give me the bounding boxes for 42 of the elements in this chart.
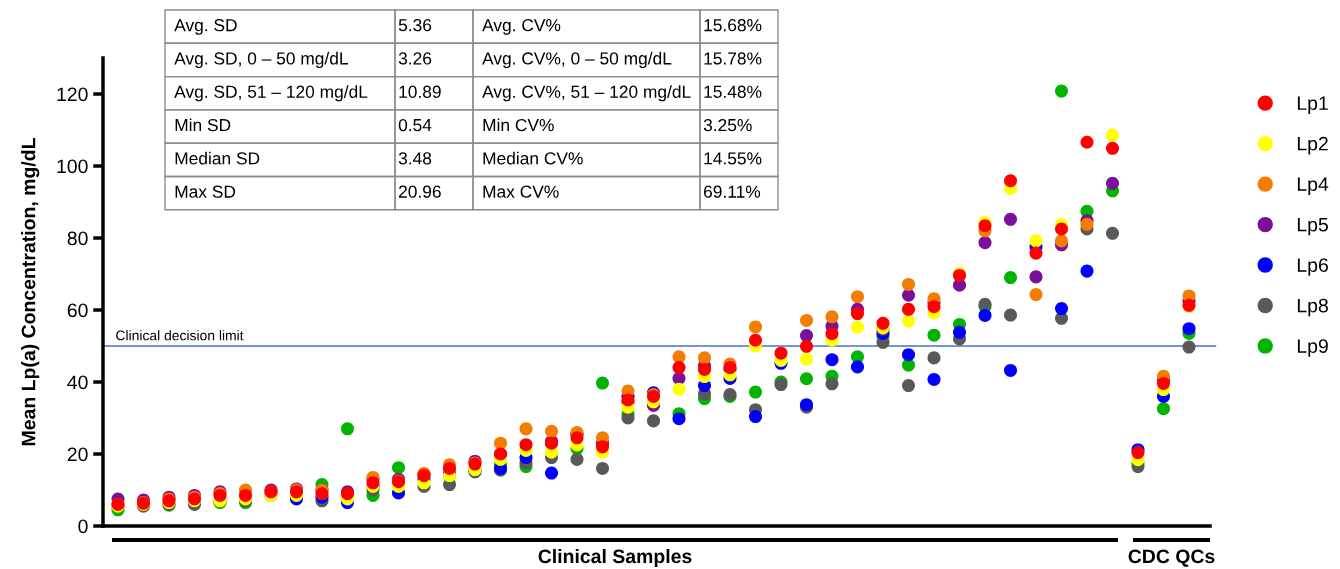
y-tick-label: 60 <box>67 303 88 318</box>
annotation: 3.48 <box>398 152 432 165</box>
text: 5.36 <box>398 19 432 32</box>
annotation: Avg. CV%, 0 – 50 mg/dL <box>482 51 672 69</box>
legend-label: Lp9 <box>1297 339 1328 357</box>
y-tick-label: 100 <box>57 159 88 174</box>
annotation: Avg. SD, 0 – 50 mg/dL <box>174 51 348 69</box>
legend-label: Lp6 <box>1297 258 1328 276</box>
text: Clinical Samples <box>538 548 692 568</box>
legend-label: Lp2 <box>1297 136 1328 155</box>
text: CDC QCs <box>1128 549 1215 567</box>
annotation: 0.54 <box>398 118 432 132</box>
annotation: 10.89 <box>399 85 441 98</box>
annotation: Max SD <box>175 185 236 198</box>
y-tick-label: 20 <box>67 447 88 462</box>
y-tick-label: 40 <box>67 375 88 390</box>
y-tick-label: 0 <box>78 519 88 534</box>
y-tick-label: 80 <box>67 231 88 246</box>
y-axis-title: Mean Lp(a) Concentration, mg/dL <box>21 138 40 446</box>
annotation: 15.48% <box>704 85 762 98</box>
annotation: 3.25% <box>703 118 752 132</box>
annotation: Median SD <box>175 151 260 165</box>
annotation: Median CV% <box>483 151 583 165</box>
legend-label: Lp8 <box>1297 298 1328 317</box>
annotation: Min SD <box>175 118 231 132</box>
legend-label: Lp4 <box>1297 177 1329 195</box>
legend-label: Lp1 <box>1297 96 1328 114</box>
y-tick-label: 120 <box>57 87 88 102</box>
annotation: 14.55% <box>704 152 762 165</box>
annotation: 3.26 <box>398 52 432 65</box>
text: 15.68% <box>704 19 762 32</box>
annotation: Max CV% <box>483 185 559 198</box>
text: Avg. SD <box>174 19 237 35</box>
annotation: Min CV% <box>483 118 554 132</box>
annotation: Avg. CV%, 51 – 120 mg/dL <box>482 85 691 102</box>
annotation: 20.96 <box>398 185 441 198</box>
text: Avg. CV% <box>482 19 561 35</box>
annotation: 69.11% <box>704 185 761 198</box>
legend-label: Lp5 <box>1297 217 1328 236</box>
annotation: 15.78% <box>704 52 762 65</box>
ref-line-label: Clinical decision limit <box>116 330 244 341</box>
annotation: Avg. SD, 51 – 120 mg/dL <box>174 85 368 102</box>
